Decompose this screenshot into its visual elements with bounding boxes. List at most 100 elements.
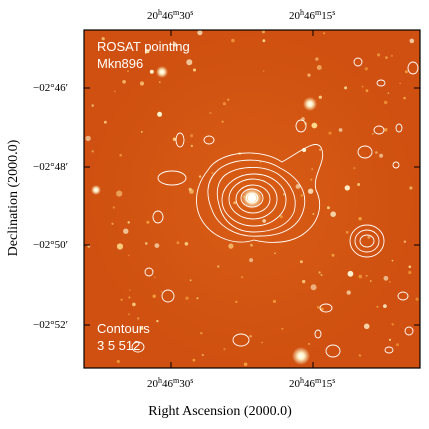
- star: [223, 347, 226, 351]
- star: [409, 38, 415, 44]
- star: [201, 353, 204, 357]
- star: [222, 102, 226, 106]
- ra-s: 15: [321, 378, 333, 390]
- ra-tick-bottom-2: 20h46m15s: [289, 376, 336, 391]
- star: [403, 240, 407, 243]
- contour-6: [235, 184, 271, 214]
- star: [120, 298, 123, 301]
- star: [136, 317, 140, 320]
- star: [408, 265, 412, 269]
- star: [323, 32, 326, 35]
- star: [388, 338, 392, 341]
- star: [347, 270, 354, 277]
- star: [274, 252, 276, 255]
- star: [145, 49, 150, 54]
- star: [153, 276, 156, 279]
- ra-tick-bottom-1: 20h46m30s: [147, 376, 194, 391]
- star: [116, 243, 124, 250]
- star: [200, 332, 203, 335]
- star: [235, 300, 238, 303]
- star: [330, 211, 337, 217]
- star: [307, 73, 311, 77]
- star: [364, 67, 368, 71]
- star: [310, 284, 317, 291]
- star: [140, 327, 144, 330]
- star: [217, 265, 220, 268]
- star: [358, 274, 363, 279]
- star: [127, 254, 130, 257]
- star: [116, 190, 123, 197]
- star: [186, 59, 193, 66]
- star: [132, 302, 136, 307]
- star: [114, 90, 116, 93]
- star: [404, 70, 408, 74]
- star: [104, 120, 107, 124]
- star: [282, 193, 286, 196]
- contour-5: [228, 178, 278, 220]
- contour-outer: [196, 144, 324, 243]
- ra-h: 20: [289, 378, 300, 390]
- star: [262, 70, 265, 72]
- star: [375, 151, 378, 154]
- ra-h: 20: [147, 378, 158, 390]
- star: [172, 137, 177, 141]
- star: [316, 305, 320, 309]
- star: [344, 86, 348, 90]
- star: [328, 131, 332, 135]
- ra-h: 20: [289, 10, 300, 22]
- star: [152, 294, 156, 298]
- star: [326, 206, 330, 210]
- star: [365, 89, 369, 93]
- x-axis-title: Right Ascension (2000.0): [148, 404, 292, 419]
- dec-tick-2: −02°48′: [33, 161, 69, 173]
- star: [363, 323, 370, 330]
- star: [184, 242, 189, 246]
- overlay-title-line-1: ROSAT pointing: [97, 39, 190, 54]
- star: [176, 241, 180, 245]
- star: [101, 341, 104, 344]
- star: [403, 96, 406, 100]
- star: [127, 221, 130, 224]
- star: [353, 167, 356, 170]
- star: [101, 37, 105, 41]
- star: [160, 290, 163, 293]
- star: [295, 184, 301, 189]
- star: [385, 56, 388, 59]
- star: [198, 175, 202, 178]
- star: [249, 335, 252, 338]
- star: [209, 111, 212, 115]
- ra-m: 46: [304, 378, 315, 390]
- star: [228, 243, 234, 249]
- star: [311, 168, 314, 170]
- star: [157, 111, 163, 117]
- star: [122, 80, 126, 84]
- star: [129, 289, 131, 291]
- star: [389, 281, 391, 283]
- ra-tick-top-1: 20h46m30s: [147, 8, 194, 23]
- contour-source-east-1: [349, 224, 385, 258]
- star: [139, 81, 145, 86]
- star: [316, 65, 322, 70]
- bright-star-top: [303, 97, 317, 111]
- star: [262, 39, 266, 43]
- star: [91, 150, 94, 153]
- contour-source-east-3: [359, 234, 375, 248]
- star: [377, 53, 381, 57]
- star: [318, 95, 322, 99]
- bright-star-topleft: [156, 66, 168, 78]
- star: [399, 82, 401, 85]
- star: [189, 279, 192, 282]
- star: [312, 213, 315, 215]
- star: [357, 183, 361, 186]
- star: [358, 354, 362, 357]
- dec-tick-1: −02°46′: [33, 82, 69, 94]
- star: [233, 201, 237, 205]
- star: [128, 296, 131, 299]
- contour-3: [216, 167, 296, 233]
- star: [227, 98, 230, 101]
- star: [376, 305, 379, 308]
- star: [192, 358, 196, 362]
- star: [272, 299, 277, 303]
- star: [279, 215, 283, 219]
